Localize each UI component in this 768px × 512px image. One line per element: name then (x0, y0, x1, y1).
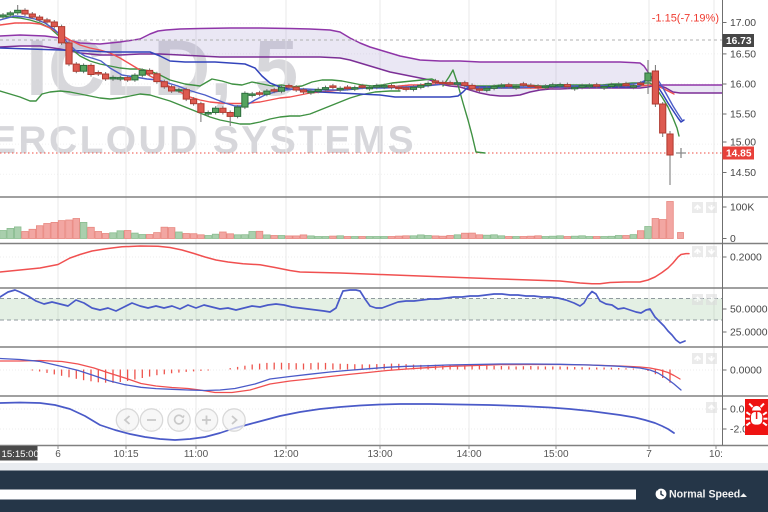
svg-text:12:00: 12:00 (273, 449, 298, 460)
svg-text:15.50: 15.50 (730, 110, 756, 121)
svg-text:0.2000: 0.2000 (730, 253, 762, 264)
svg-text:14:00: 14:00 (456, 449, 481, 460)
svg-text:14.85: 14.85 (726, 149, 752, 160)
svg-text:0.0000: 0.0000 (730, 366, 762, 377)
svg-text:15.00: 15.00 (730, 138, 756, 149)
svg-text:100K: 100K (730, 203, 754, 214)
svg-text:11:00: 11:00 (184, 449, 209, 460)
svg-text:50.0000: 50.0000 (730, 305, 768, 316)
svg-text:-1.15(-7.19%): -1.15(-7.19%) (652, 13, 719, 25)
svg-text:16.00: 16.00 (730, 80, 756, 91)
svg-text:6: 6 (55, 449, 61, 460)
svg-text:Normal Speed: Normal Speed (669, 489, 740, 501)
svg-text:INTERCLOUD SYSTEMS: INTERCLOUD SYSTEMS (0, 119, 416, 162)
svg-text:10:: 10: (709, 449, 723, 460)
svg-text:25.0000: 25.0000 (730, 328, 768, 339)
svg-text:15:00: 15:00 (543, 449, 568, 460)
svg-text:0: 0 (730, 234, 736, 245)
svg-text:7: 7 (646, 449, 652, 460)
svg-text:17.00: 17.00 (730, 18, 756, 29)
svg-text:16.50: 16.50 (730, 50, 756, 61)
svg-text:0.00: 0.00 (730, 405, 750, 416)
svg-text:15:15:00: 15:15:00 (2, 449, 39, 460)
svg-text:16.73: 16.73 (726, 36, 752, 47)
svg-text:10:15: 10:15 (113, 449, 138, 460)
svg-text:14.50: 14.50 (730, 168, 756, 179)
svg-text:13:00: 13:00 (367, 449, 392, 460)
